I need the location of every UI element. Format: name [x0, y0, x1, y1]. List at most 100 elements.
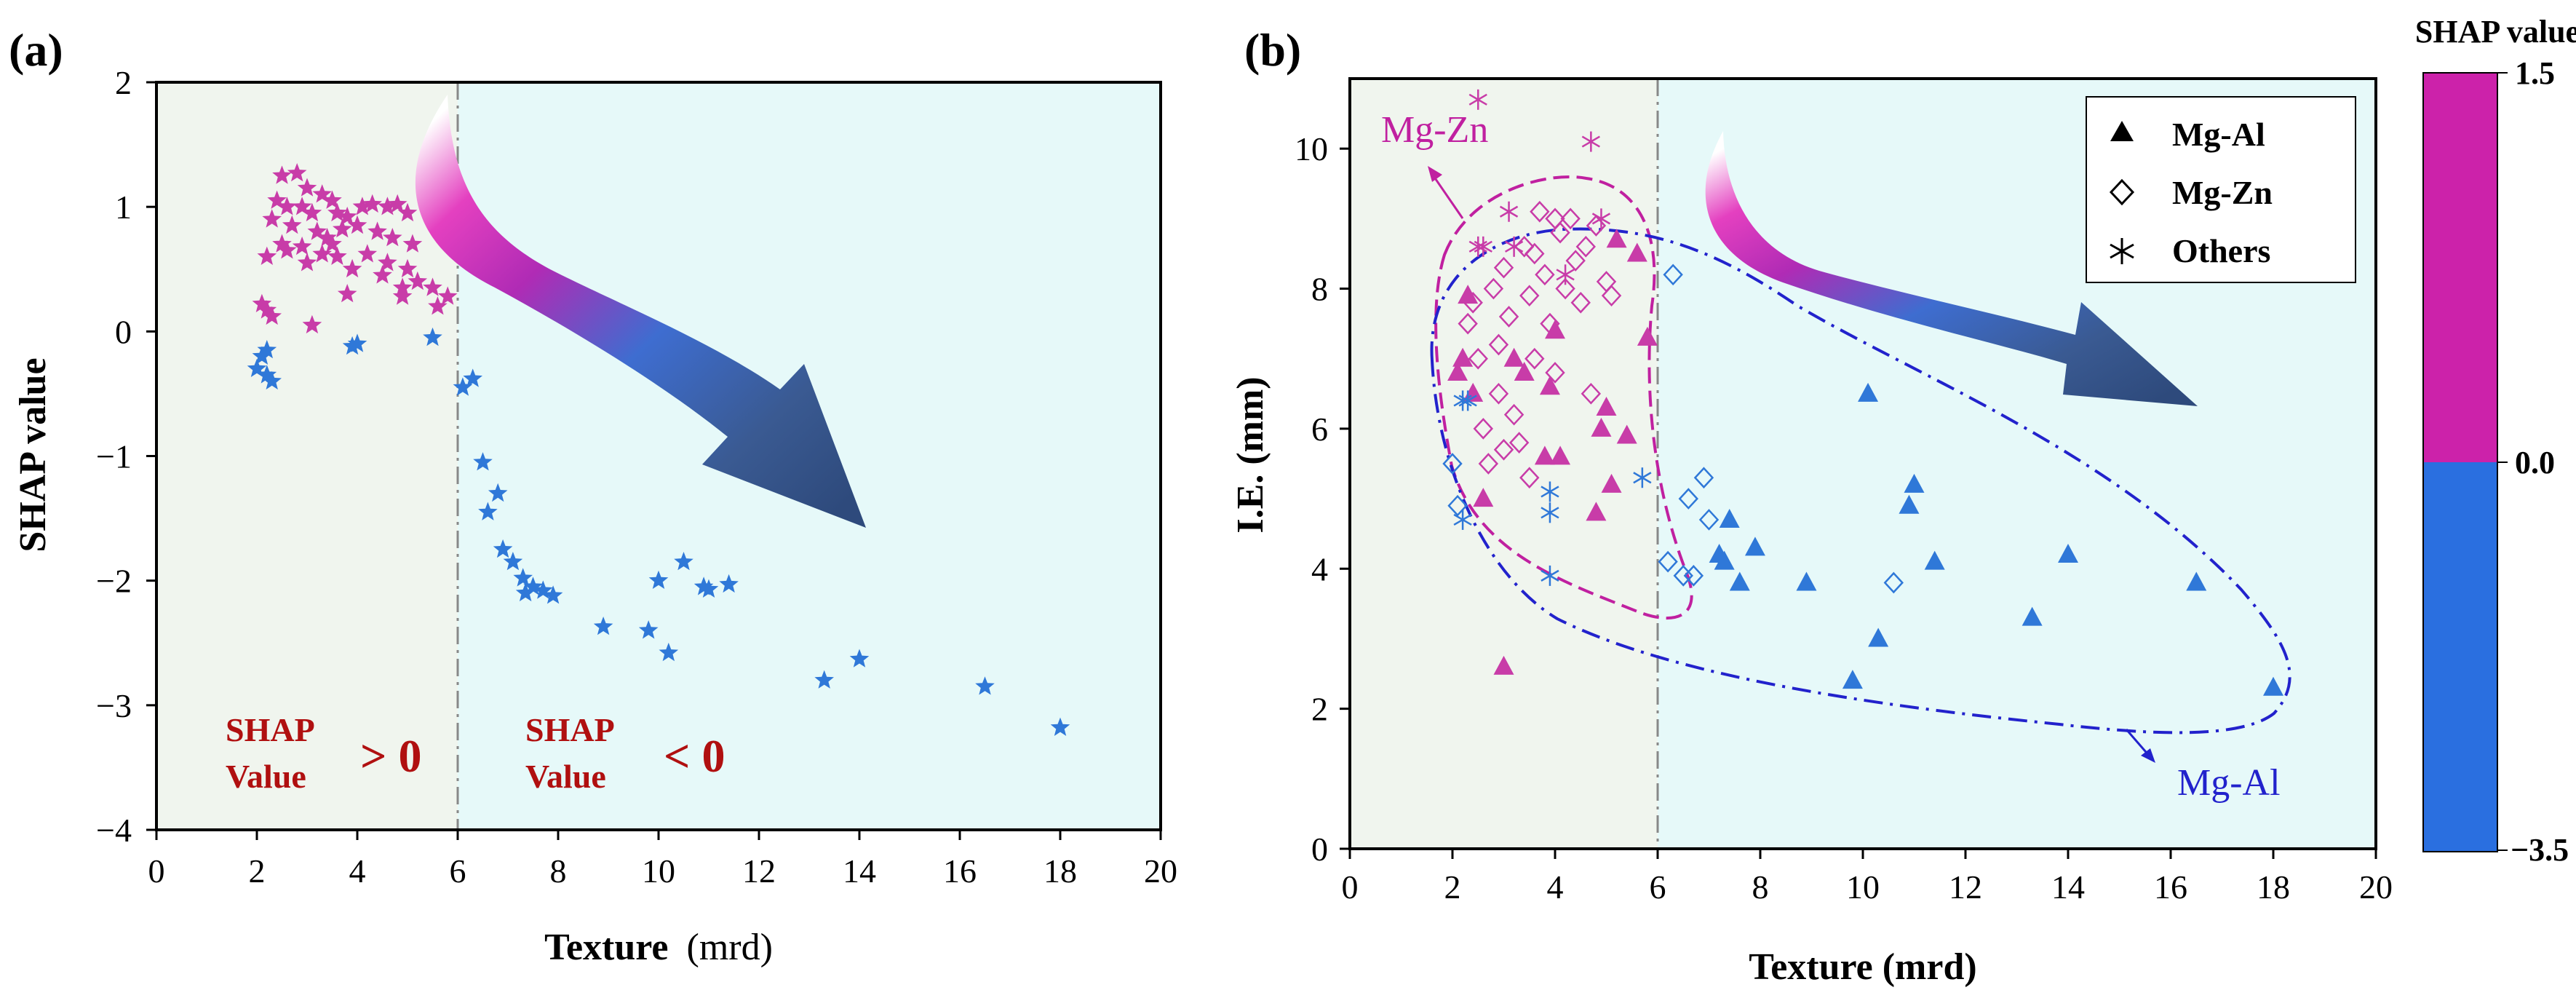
- legend-label-mg-zn: Mg-Zn: [2172, 174, 2273, 211]
- panel-b-bg-left: [1350, 79, 1658, 849]
- region-mg-zn-pointer-head: [1428, 166, 1442, 182]
- star-point-negative: [648, 570, 669, 589]
- diamond-point-mg-zn: [1468, 347, 1488, 370]
- star-point-negative: [503, 552, 523, 571]
- star-point-negative: [1050, 717, 1070, 736]
- asterisk-point-others: [1474, 236, 1492, 257]
- star-point-positive: [292, 236, 312, 256]
- diamond-point-mg-zn: [1458, 312, 1478, 335]
- triangle-point-mg-al: [1796, 571, 1817, 591]
- star-point-negative: [593, 617, 613, 635]
- star-point-positive: [267, 190, 287, 209]
- asterisk-point-others: [1468, 89, 1487, 110]
- star-point-negative: [493, 539, 513, 558]
- star-point-positive: [428, 296, 448, 315]
- star-point-positive: [347, 215, 367, 234]
- asterisk-point-others: [1581, 131, 1600, 152]
- asterisk-point-others: [1541, 565, 1559, 586]
- colorbar-title: SHAP value: [2415, 14, 2576, 49]
- star-point-positive: [378, 253, 397, 272]
- x-tick-label-a: 14: [843, 852, 876, 890]
- panel-a-xlabel-main: Texture: [544, 927, 668, 968]
- star-point-negative: [513, 568, 533, 587]
- star-point-negative: [463, 368, 482, 387]
- panel-a-xlabel-unit: (mrd): [687, 927, 773, 968]
- asterisk-point-others: [1504, 236, 1524, 257]
- diamond-point-mg-zn: [1693, 467, 1714, 489]
- diamond-point-mg-zn: [1673, 565, 1693, 587]
- annotation-negative-line2: Value: [525, 758, 606, 795]
- triangle-point-mg-al: [1924, 550, 1945, 570]
- star-point-negative: [533, 580, 553, 599]
- legend-triangle-icon: [2110, 121, 2134, 141]
- annotation-positive: SHAP Value > 0: [226, 711, 421, 795]
- triangle-point-mg-al: [2022, 606, 2043, 626]
- y-tick-label-a: 2: [115, 64, 132, 101]
- panel-b-trend-arrow: [1705, 131, 2198, 406]
- star-point-negative: [543, 585, 563, 604]
- x-tick-label-b: 4: [1547, 868, 1564, 906]
- star-point-positive: [312, 244, 332, 263]
- diamond-point-mg-zn: [1550, 221, 1570, 244]
- panel-a-marks: [247, 163, 1070, 736]
- diamond-point-mg-zn: [1478, 453, 1499, 475]
- diamond-point-mg-zn: [1524, 242, 1545, 265]
- triangle-point-mg-al: [1447, 361, 1468, 381]
- legend-diamond-icon: [2109, 178, 2135, 206]
- diamond-point-mg-zn: [1524, 347, 1545, 370]
- asterisk-point-others: [1633, 467, 1652, 488]
- triangle-point-mg-al: [1606, 229, 1627, 248]
- star-point-positive: [337, 206, 357, 226]
- asterisk-point-others: [1499, 201, 1519, 222]
- triangle-point-mg-al: [1729, 571, 1750, 591]
- diamond-point-mg-zn: [1581, 382, 1602, 405]
- x-tick-label-a: 8: [550, 852, 567, 890]
- star-point-positive: [287, 163, 307, 182]
- star-point-positive: [277, 240, 297, 259]
- star-point-positive: [362, 194, 382, 213]
- region-label-mg-zn: Mg-Zn: [1381, 109, 1488, 151]
- x-tick-label-b: 20: [2359, 868, 2393, 906]
- star-point-negative: [693, 577, 714, 595]
- panel-b-axes: 0 2 4 6 8 10 12 14 16 18 20 0 2 4 6 8 10: [1295, 130, 2393, 906]
- star-point-negative: [257, 365, 277, 384]
- star-point-negative: [342, 336, 362, 355]
- star-point-negative: [453, 377, 473, 396]
- star-point-negative: [347, 333, 367, 352]
- star-point-negative: [975, 676, 995, 695]
- y-tick-label-a: −1: [96, 438, 132, 475]
- annotation-positive-line1: SHAP: [226, 711, 315, 748]
- panel-b-label: (b): [1244, 24, 1301, 76]
- diamond-point-mg-zn: [1508, 432, 1530, 454]
- diamond-point-mg-zn: [1535, 264, 1555, 286]
- colorbar-label-max: 1.5: [2515, 55, 2555, 91]
- y-tick-label-b: 8: [1311, 271, 1328, 308]
- star-point-negative: [473, 452, 493, 471]
- panel-b-marks: [1442, 89, 2283, 696]
- star-point-positive: [292, 197, 312, 215]
- x-tick-label-a: 18: [1043, 852, 1077, 890]
- star-point-positive: [378, 197, 397, 215]
- diamond-point-mg-zn: [1540, 312, 1560, 335]
- asterisk-point-others: [1541, 502, 1559, 523]
- triangle-point-mg-al: [1719, 508, 1740, 528]
- x-tick-label-a: 10: [642, 852, 675, 890]
- star-point-positive: [327, 246, 347, 265]
- triangle-point-mg-al: [1503, 347, 1524, 367]
- diamond-point-mg-zn: [1883, 571, 1904, 594]
- y-tick-label-b: 4: [1311, 550, 1328, 587]
- star-point-positive: [373, 265, 392, 284]
- star-point-negative: [257, 340, 277, 359]
- annotation-negative-line1: SHAP: [525, 711, 615, 748]
- y-tick-label-b: 10: [1295, 130, 1328, 167]
- triangle-point-mg-al: [2058, 544, 2078, 563]
- star-point-negative: [659, 642, 679, 662]
- star-point-positive: [272, 234, 292, 253]
- star-point-negative: [423, 327, 442, 346]
- triangle-point-mg-al: [1616, 424, 1637, 444]
- triangle-point-mg-al: [1493, 655, 1514, 675]
- y-tick-label-b: 6: [1311, 411, 1328, 448]
- star-point-negative: [814, 670, 834, 689]
- panel-a-trend-arrow: [415, 95, 866, 528]
